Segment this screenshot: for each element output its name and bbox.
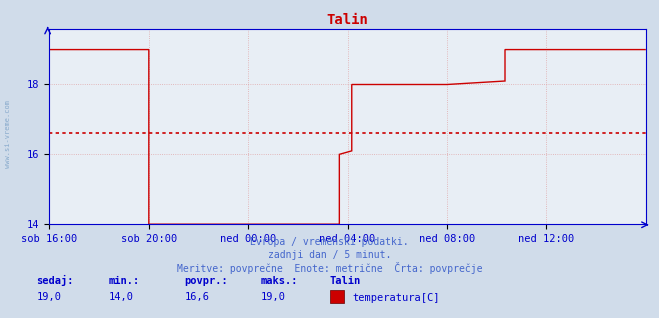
Title: Talin: Talin bbox=[327, 13, 368, 27]
Text: zadnji dan / 5 minut.: zadnji dan / 5 minut. bbox=[268, 250, 391, 259]
Text: www.si-vreme.com: www.si-vreme.com bbox=[5, 100, 11, 168]
Text: 19,0: 19,0 bbox=[260, 292, 285, 301]
Text: min.:: min.: bbox=[109, 276, 140, 286]
Text: Evropa / vremenski podatki.: Evropa / vremenski podatki. bbox=[250, 237, 409, 247]
Text: 14,0: 14,0 bbox=[109, 292, 134, 301]
Text: sedaj:: sedaj: bbox=[36, 275, 74, 286]
Text: temperatura[C]: temperatura[C] bbox=[352, 293, 440, 303]
Text: povpr.:: povpr.: bbox=[185, 276, 228, 286]
Text: maks.:: maks.: bbox=[260, 276, 298, 286]
Text: Talin: Talin bbox=[330, 276, 360, 286]
Text: Meritve: povprečne  Enote: metrične  Črta: povprečje: Meritve: povprečne Enote: metrične Črta:… bbox=[177, 262, 482, 274]
Text: 19,0: 19,0 bbox=[36, 292, 61, 301]
Text: 16,6: 16,6 bbox=[185, 292, 210, 301]
